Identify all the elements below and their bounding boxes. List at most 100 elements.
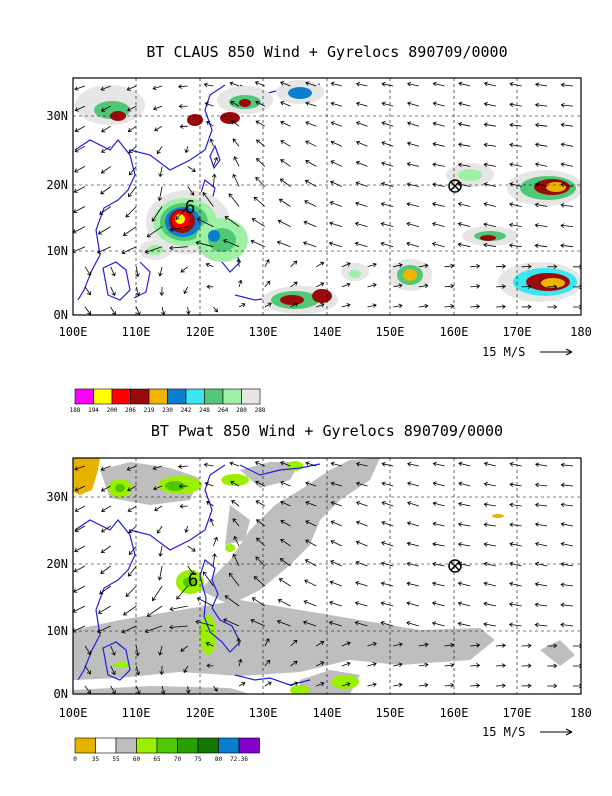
cloud-patch-philippines <box>196 218 248 262</box>
wind-arrow-icon <box>136 306 141 315</box>
lon-label: 100E <box>59 325 88 339</box>
latitude-labels: 30N 20N 10N 0N <box>46 109 68 322</box>
wind-arrow-icon <box>315 640 325 647</box>
wind-arrow-icon <box>276 619 291 627</box>
wind-arrow-icon <box>157 186 163 202</box>
wind-arrow-icon <box>280 519 291 527</box>
wind-arrow-icon <box>101 505 111 512</box>
wind-arrow-icon <box>470 643 481 648</box>
map-frame <box>72 457 582 695</box>
wind-arrow-icon <box>560 462 574 468</box>
wind-arrow-icon <box>534 541 548 547</box>
wind-arrow-icon <box>186 306 191 315</box>
colorbar-tick-label: 72.36 <box>230 756 248 763</box>
wind-arrow-icon <box>330 540 342 547</box>
wind-arrow-icon <box>96 625 111 634</box>
wind-arrow-icon <box>99 585 111 595</box>
wind-arrow-icon <box>255 480 265 487</box>
wind-arrow-icon <box>330 140 342 147</box>
wind-arrow-icon <box>305 101 317 107</box>
wind-arrow-icon <box>290 260 298 268</box>
wind-arrow-icon <box>73 246 86 254</box>
wind-arrow-icon <box>431 581 445 587</box>
wind-arrow-icon <box>304 559 317 567</box>
wind-arrow-icon <box>157 565 163 581</box>
wind-arrow-icon <box>184 525 189 533</box>
wind-arrow-icon <box>232 553 240 567</box>
lon-label: 110E <box>122 706 151 720</box>
wind-arrow-icon <box>509 122 522 128</box>
colorbar-swatch <box>95 737 117 754</box>
coastline-china <box>129 84 226 171</box>
wind-arrow-icon <box>560 122 574 128</box>
wind-arrow-icon <box>406 81 419 87</box>
wind-arrow-icon <box>278 578 291 587</box>
wind-arrow-icon <box>238 682 246 687</box>
wind-arrow-icon <box>495 643 507 648</box>
wind-arrow-icon <box>560 223 574 229</box>
wind-arrow-icon <box>406 221 420 227</box>
wind-arrow-icon <box>202 192 214 207</box>
wind-arrow-icon <box>100 565 111 574</box>
pwat-panel: BT Pwat 850 Wind + Gyrelocs 890709/0000 <box>46 422 592 763</box>
wind-arrow-icon <box>457 522 471 527</box>
wind-arrow-icon <box>238 303 246 308</box>
wind-arrow-icon <box>560 562 574 567</box>
wind-arrow-icon <box>418 303 429 309</box>
wind-arrow-icon <box>231 500 240 507</box>
wind-arrow-icon <box>255 100 265 107</box>
wind-arrow-icon <box>470 263 481 269</box>
wind-arrow-icon <box>431 621 445 627</box>
wind-arrow-icon <box>418 642 429 648</box>
wind-arrow-icon <box>305 121 317 127</box>
wind-arrow-icon <box>316 681 325 687</box>
wind-arrow-icon <box>330 481 342 487</box>
wind-arrow-icon <box>73 585 86 593</box>
coastline-philippines <box>199 558 241 653</box>
wind-arrow-icon <box>457 122 471 127</box>
wind-arrow-icon <box>521 663 532 669</box>
map-frame <box>72 77 582 316</box>
wind-arrow-icon <box>180 266 188 273</box>
wind-arrow-icon <box>381 541 394 547</box>
wind-arrow-icon <box>250 239 265 248</box>
wind-arrow-icon <box>355 160 368 167</box>
wind-arrow-icon <box>393 283 403 288</box>
wind-arrow-icon <box>457 542 471 547</box>
wind-arrow-icon <box>560 522 574 527</box>
wind-arrow-icon <box>508 243 522 248</box>
wind-arrow-icon <box>73 565 86 573</box>
wind-arrow-icon <box>406 461 419 467</box>
wind-arrow-icon <box>232 518 240 527</box>
wind-arrow-icon <box>224 216 240 227</box>
wind-arrow-icon <box>126 85 137 91</box>
wind-arrow-icon <box>381 501 394 507</box>
wind-arrow-icon <box>110 266 116 277</box>
lon-label: 130E <box>249 706 278 720</box>
wind-arrow-icon <box>560 202 574 208</box>
wind-arrow-icon <box>169 226 188 232</box>
wind-arrow-icon <box>264 659 271 667</box>
wind-arrow-icon <box>328 241 342 248</box>
wind-arrow-icon <box>278 198 291 207</box>
wind-arrow-icon <box>381 82 394 87</box>
wind-arrow-icon <box>457 242 471 248</box>
wind-arrow-icon <box>406 561 419 567</box>
wind-arrow-icon <box>457 581 471 587</box>
wind-arrow-icon <box>125 585 137 598</box>
wind-arrow-icon <box>483 522 496 527</box>
wind-arrow-icon <box>406 601 420 607</box>
wind-arrow-icon <box>154 125 163 132</box>
wind-arrow-icon <box>444 642 455 648</box>
cloud-patch-east-2 <box>498 262 581 302</box>
wind-arrow-icon <box>432 142 445 147</box>
wind-arrow-icon <box>233 535 240 547</box>
wind-arrow-icon <box>341 262 351 268</box>
colorbar-tick-label: 35 <box>92 756 100 763</box>
wind-arrow-icon <box>84 286 91 296</box>
wind-arrow-icon <box>432 561 445 567</box>
wind-arrow-icon <box>305 140 317 147</box>
wind-arrow-icon <box>418 263 429 268</box>
wind-arrow-icon <box>73 186 86 193</box>
colorbar-swatch <box>218 737 240 754</box>
